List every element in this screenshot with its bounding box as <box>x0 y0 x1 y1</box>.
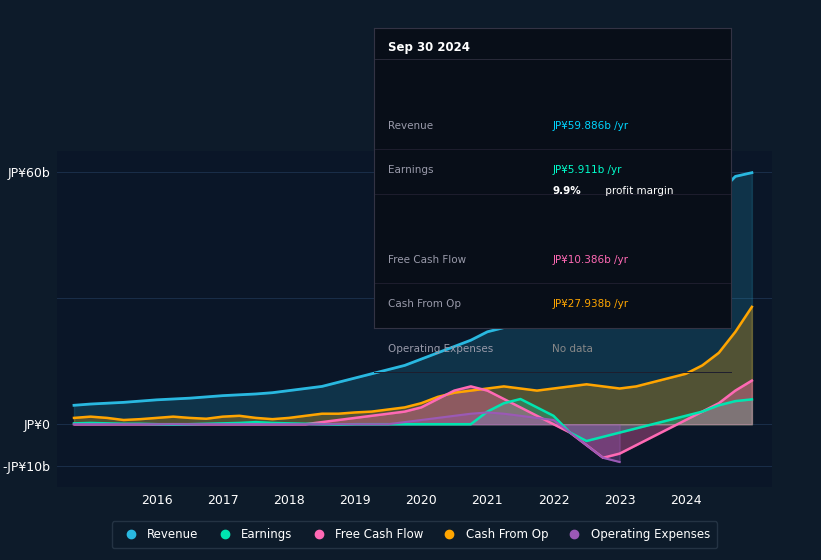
Text: JP¥10.386b /yr: JP¥10.386b /yr <box>553 255 628 265</box>
Text: Operating Expenses: Operating Expenses <box>388 344 493 354</box>
Text: Earnings: Earnings <box>388 165 433 175</box>
Text: Revenue: Revenue <box>388 120 433 130</box>
Text: JP¥59.886b /yr: JP¥59.886b /yr <box>553 120 628 130</box>
Text: 9.9%: 9.9% <box>553 186 581 197</box>
Text: Sep 30 2024: Sep 30 2024 <box>388 41 470 54</box>
Text: JP¥27.938b /yr: JP¥27.938b /yr <box>553 300 628 309</box>
Legend: Revenue, Earnings, Free Cash Flow, Cash From Op, Operating Expenses: Revenue, Earnings, Free Cash Flow, Cash … <box>112 521 718 548</box>
Text: JP¥5.911b /yr: JP¥5.911b /yr <box>553 165 621 175</box>
Text: No data: No data <box>553 344 593 354</box>
Text: Cash From Op: Cash From Op <box>388 300 461 309</box>
Text: Free Cash Flow: Free Cash Flow <box>388 255 466 265</box>
Text: profit margin: profit margin <box>602 186 673 197</box>
